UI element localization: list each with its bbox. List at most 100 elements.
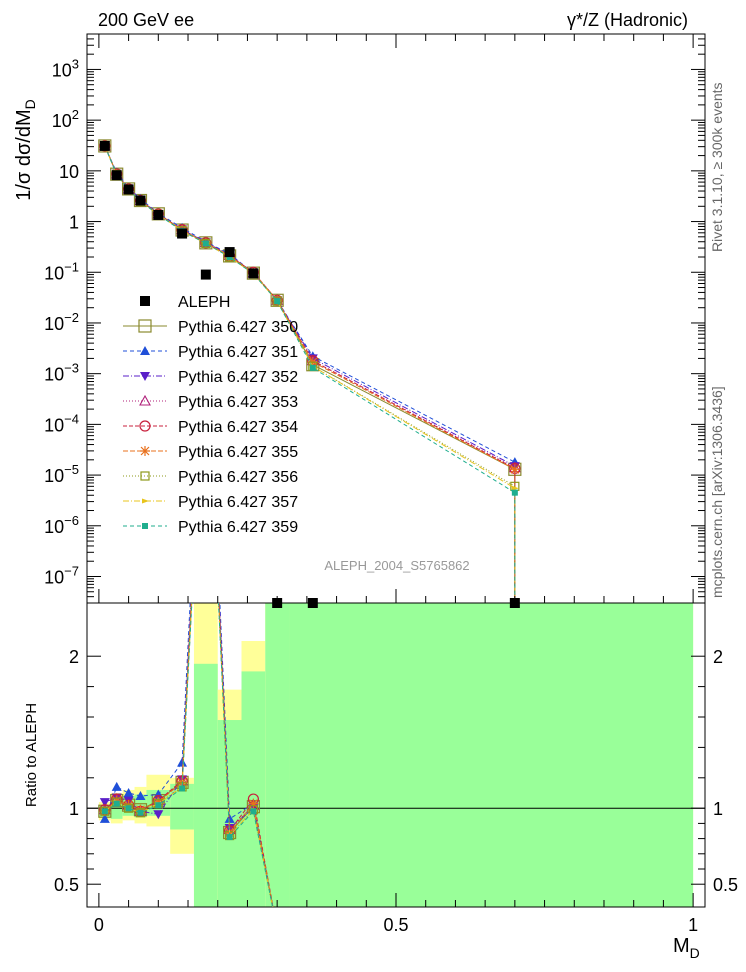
ratio-point-8-8 [250,808,257,815]
band-green-10 [289,603,694,907]
legend-marker-6 [140,471,150,481]
legend-label-0: Pythia 6.427 350 [178,319,298,336]
ratio-ytick-label-r-2: 2 [713,647,723,667]
main-ytick-label-2: 10−5 [44,462,79,486]
aleph-point-4 [153,209,164,220]
main-ytick-label-1: 10−6 [44,513,79,537]
mc-line-5 [104,145,516,470]
ratio-xtick-label-1: 0.5 [383,915,408,935]
mc-line-6 [104,145,516,487]
band-green-8 [241,671,266,907]
ratio-xtick-label-0: 0 [94,915,104,935]
legend-label-7: Pythia 6.427 357 [178,494,298,511]
aleph-point-5 [177,228,188,239]
legend-label-6: Pythia 6.427 356 [178,469,298,486]
legend-marker-7 [142,498,149,504]
legend-label-aleph: ALEPH [178,294,230,311]
header-left: 200 GeV ee [98,10,194,30]
legend-marker-5 [140,446,150,456]
mc-series-0 [98,139,522,603]
main-ylabel: 1/σ dσ/dMD [13,99,38,201]
band-green-5 [170,783,194,830]
ratio-ytick-label-2: 2 [69,647,79,667]
mc-point-8-9 [274,298,281,305]
main-ytick-label-3: 10−4 [44,411,79,435]
ratio-point-1-5 [177,757,188,767]
main-ytick-label-5: 10−2 [44,310,79,334]
ratio-ytick-label-r-0: 0.5 [713,875,738,895]
aleph-point-6 [200,269,211,280]
main-panel-frame: 10−7 10−6 10−5 10−4 10−3 10−2 10−1 1 10 102 103 1/σ… [13,33,706,604]
ratio-point-2-4 [153,810,164,820]
mc-line-3 [104,145,516,469]
rivet-label: Rivet 3.1.10, ≥ 300k events [709,82,725,252]
ratio-line-4 [104,603,274,907]
ratio-bands [98,603,694,907]
ratio-point-8-5 [179,785,186,792]
mc-line-1 [104,146,516,463]
ratio-point-8-7 [226,834,233,841]
mc-line-2 [104,145,516,467]
ratio-series-8 [101,603,274,907]
main-ytick-label-0: 10−7 [44,563,79,587]
ratio-point-8-2 [125,805,132,812]
main-ytick-label-9: 102 [52,107,79,131]
legend-marker-aleph [140,296,150,306]
ratio-point-8-4 [155,802,162,809]
legend-label-2: Pythia 6.427 352 [178,369,298,386]
ratio-ytick-label-0: 0.5 [54,875,79,895]
aleph-point-3 [135,195,146,206]
mc-series-6 [100,141,520,603]
ratio-panel-series [98,603,274,907]
ratio-point-2-0 [99,798,110,808]
ratio-point-5-8 [248,798,259,809]
mc-line-8 [104,145,516,494]
main-ytick-label-6: 10−1 [44,259,79,283]
ratio-ylabel: Ratio to ALEPH [23,703,40,807]
aleph-point-2 [123,184,134,195]
main-panel-series [98,139,522,608]
legend-marker-3 [139,394,151,406]
legend-label-3: Pythia 6.427 353 [178,394,298,411]
mc-line-0 [104,145,516,470]
legend-marker-8 [142,523,148,529]
legend-label-4: Pythia 6.427 354 [178,419,298,436]
ratio-xtick-label-2: 1 [688,915,698,935]
ratio-ytick-label-1: 1 [69,799,79,819]
legend-label-1: Pythia 6.427 351 [178,344,298,361]
band-green-6 [193,663,218,907]
mc-point-8-10 [309,364,316,371]
legend-label-8: Pythia 6.427 359 [178,519,298,536]
ratio-ytick-label-r-1: 1 [713,799,723,819]
band-green-9 [265,603,290,907]
aleph-point-1 [111,170,122,181]
main-ytick-label-7: 1 [69,213,79,233]
mc-line-7 [104,145,516,489]
ratio-point-1-0 [99,813,110,823]
band-green-7 [217,720,242,907]
ratio-line-5 [104,603,274,907]
ratio-line-8 [104,603,274,907]
mcplots-label: mcplots.cern.ch [arXiv:1306.3436] [709,386,725,598]
ratio-point-1-2 [123,788,134,797]
legend-marker-2 [140,372,150,381]
mc-point-8-11 [511,489,518,496]
main-ytick-label-8: 10 [59,162,79,182]
ratio-point-8-0 [101,808,108,815]
ratio-line-7 [104,603,274,907]
ratio-point-8-1 [113,800,120,807]
ratio-point-5-4 [153,797,164,808]
legend-label-5: Pythia 6.427 355 [178,444,298,461]
main-ytick-label-4: 10−3 [44,361,79,385]
watermark: ALEPH_2004_S5765862 [324,558,469,573]
mc-point-7-11 [511,485,519,491]
ratio-point-5-3 [135,804,146,815]
ratio-point-8-3 [137,809,144,816]
mc-point-8-6 [202,240,209,247]
aleph-point-7 [224,247,235,258]
mc-line-4 [104,145,516,469]
ratio-point-1-1 [111,781,122,791]
ratio-point-5-1 [111,795,122,806]
ratio-xlabel: MD [673,935,700,961]
